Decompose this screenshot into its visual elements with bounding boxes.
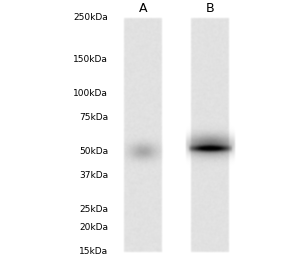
Text: 75kDa: 75kDa	[79, 114, 108, 122]
Text: 15kDa: 15kDa	[79, 248, 108, 257]
Text: 20kDa: 20kDa	[79, 224, 108, 233]
Text: 250kDa: 250kDa	[73, 13, 108, 22]
Text: 25kDa: 25kDa	[79, 205, 108, 214]
Text: 50kDa: 50kDa	[79, 147, 108, 155]
Text: 100kDa: 100kDa	[73, 89, 108, 98]
Text: 37kDa: 37kDa	[79, 172, 108, 181]
Text: A: A	[139, 2, 147, 15]
Text: 150kDa: 150kDa	[73, 55, 108, 64]
Text: B: B	[206, 2, 214, 15]
